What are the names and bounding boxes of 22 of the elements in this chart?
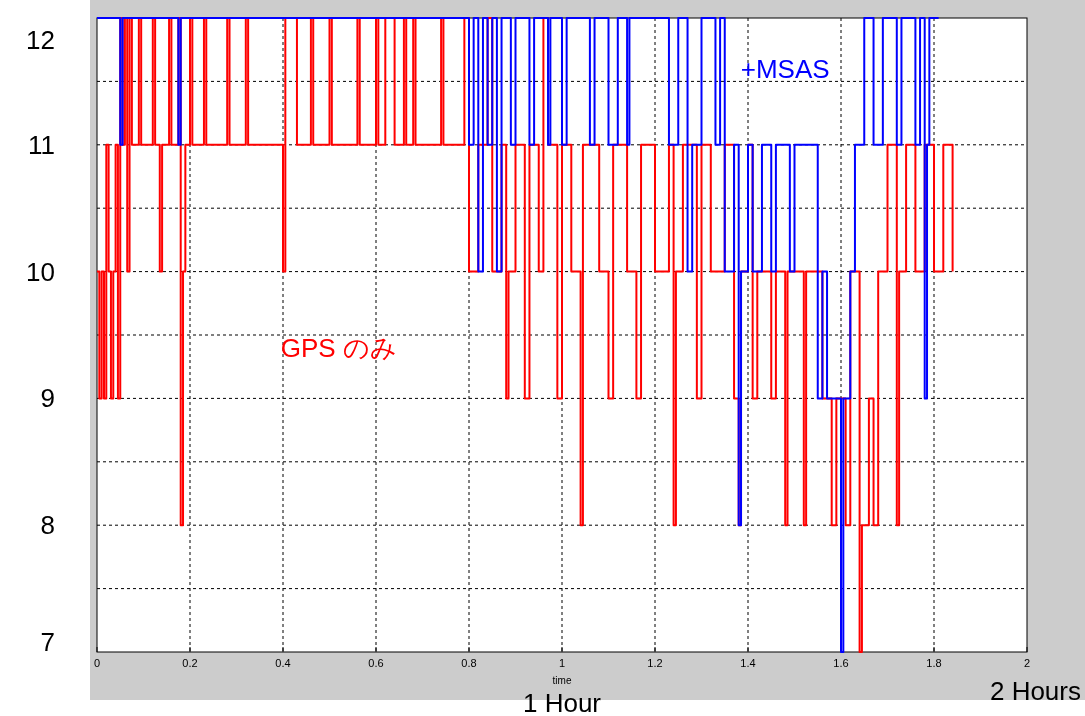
x-tick-label: 1 [558,657,566,669]
x-axis-title: time [552,675,572,686]
y-tick-label: 11 [28,129,55,160]
y-tick-label: 8 [40,510,55,541]
x-tick-label: 1.4 [740,657,756,669]
series-label: +MSAS [740,53,830,84]
x-tick-label: 0.4 [275,657,291,669]
x-tick-label: 0 [93,657,101,669]
x-tick-label: 1.8 [926,657,942,669]
x-tick-label: 1.2 [647,657,663,669]
x-tick-label: 1.6 [833,657,849,669]
text: 1 Hour [522,688,602,716]
x-tick-label: 0.6 [368,657,384,669]
x-tick-label: 0.8 [461,657,477,669]
y-tick-label: 7 [40,627,55,657]
y-tick-label: 12 [26,25,55,55]
y-tick-label: 10 [26,256,55,287]
x-tick-label: 2 [1023,657,1031,669]
x-tick-label: 0.2 [182,657,198,669]
text: GPS のみ [280,332,397,363]
y-tick-label: 9 [40,383,55,414]
text: 2 Hours [989,676,1081,706]
